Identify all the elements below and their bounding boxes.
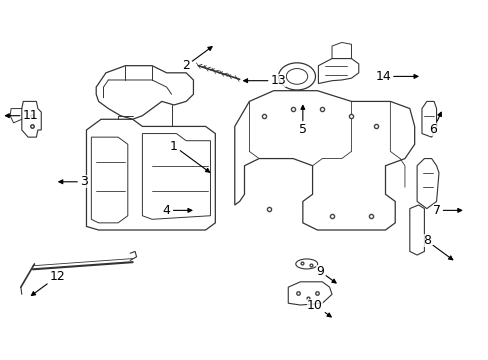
Text: 2: 2	[182, 47, 212, 72]
Text: 5: 5	[298, 105, 306, 136]
Text: 13: 13	[243, 74, 286, 87]
Text: 6: 6	[428, 112, 441, 136]
Text: 7: 7	[432, 204, 461, 217]
Text: 3: 3	[59, 175, 88, 188]
Text: 12: 12	[31, 270, 65, 296]
Text: 4: 4	[163, 204, 191, 217]
Text: 8: 8	[422, 234, 452, 260]
Text: 14: 14	[374, 70, 417, 83]
Text: 10: 10	[306, 298, 330, 317]
Text: 11: 11	[5, 109, 39, 122]
Text: 1: 1	[170, 140, 209, 172]
Text: 9: 9	[315, 265, 335, 283]
